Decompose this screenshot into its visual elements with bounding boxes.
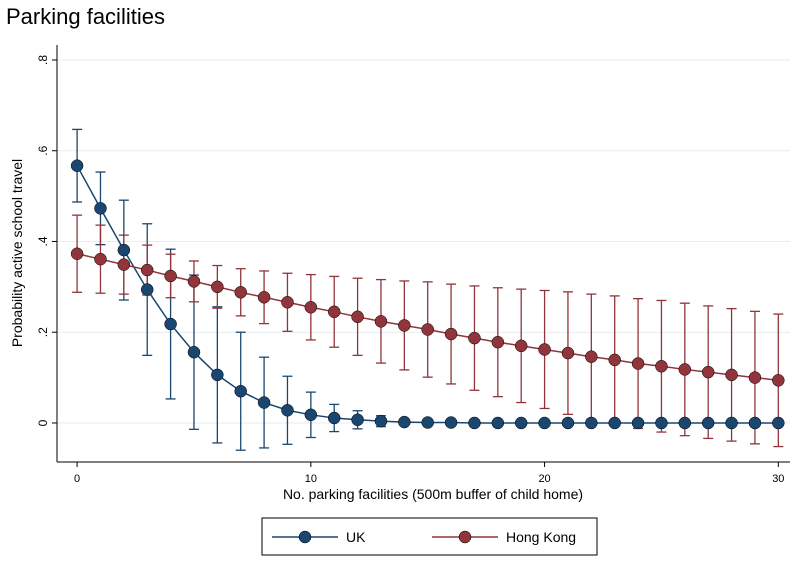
point [631,416,645,430]
point [421,416,434,429]
legend-label: Hong Kong [506,529,576,545]
point [327,305,341,319]
point [585,350,598,363]
x-tick-label: 10 [305,473,317,485]
point [351,310,364,324]
y-tick-label: .6 [36,145,50,155]
point [164,317,177,331]
point [140,283,154,296]
point [444,327,458,341]
point [748,416,762,430]
point [304,408,318,422]
point [94,252,107,266]
point [398,319,411,332]
point [70,159,84,172]
point [304,301,318,314]
y-axis-label: Probability active school travel [9,159,25,347]
point [187,345,201,359]
point [374,315,388,328]
point [257,396,271,409]
y-tick-label: 0 [36,419,50,426]
legend-marker [458,530,472,544]
point [655,360,668,373]
point [468,416,481,430]
point [234,286,247,299]
point [725,368,738,382]
point [631,357,645,370]
point [117,243,131,257]
point [351,413,364,427]
legend-box [261,517,598,556]
point [117,258,131,271]
point [514,339,528,353]
point [701,416,715,430]
point [211,280,224,294]
point [140,263,154,277]
y-tick-label: .4 [36,236,50,246]
point [234,384,247,398]
point [70,247,84,260]
point [561,346,575,360]
point [608,416,621,430]
legend-marker [298,530,312,544]
point [585,416,598,430]
point [678,363,692,376]
point [655,416,668,430]
point [468,331,481,345]
point [538,343,551,356]
point [772,416,785,430]
point [421,323,434,336]
point [374,414,388,428]
chart-title: Parking facilities [6,4,165,29]
point [491,335,505,349]
point [538,416,551,430]
x-tick-label: 30 [772,473,784,485]
legend-label: UK [346,529,366,545]
x-tick-label: 0 [74,473,80,485]
point [514,416,528,430]
point [561,416,575,430]
point [281,296,294,309]
point [491,416,505,430]
point [444,416,458,429]
x-tick-label: 20 [538,473,550,485]
point [281,404,294,417]
point [678,416,692,430]
y-tick-label: .8 [36,55,50,65]
point [725,416,738,430]
point [701,365,715,379]
point [608,353,621,367]
point [211,368,224,382]
point [257,291,271,304]
x-axis-label: No. parking facilities (500m buffer of c… [283,486,583,502]
point [187,275,201,288]
point [748,371,762,384]
point [772,374,785,387]
point [327,411,341,425]
point [398,415,411,429]
point [94,202,107,215]
point [164,269,177,283]
y-tick-label: .2 [36,327,50,337]
